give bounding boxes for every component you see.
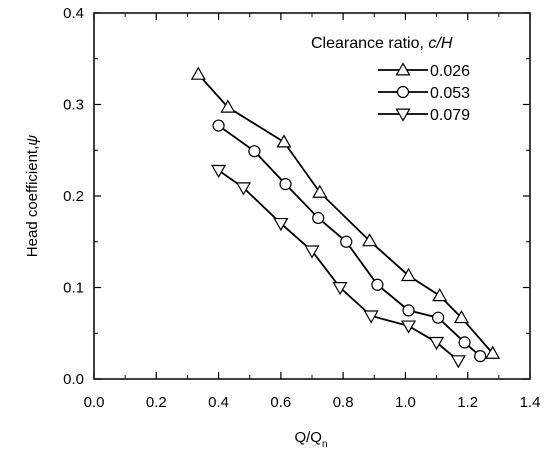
data-point (304, 245, 320, 259)
x-tick-label: 0.2 (146, 394, 167, 411)
data-point (401, 267, 417, 282)
legend-title-text: Clearance ratio, (311, 35, 428, 52)
data-point (363, 310, 379, 324)
x-axis-title: Q/Qn (294, 429, 327, 450)
y-tick-label: 0.0 (63, 371, 84, 388)
data-point (432, 311, 445, 324)
data-point (276, 134, 292, 148)
y-tick-label: 0.3 (63, 97, 84, 114)
series-0.053 (212, 119, 487, 363)
x-tick-label: 0.6 (270, 394, 291, 411)
x-axis-title-main: Q/Q (294, 429, 322, 446)
data-point (312, 184, 328, 198)
data-point (362, 233, 378, 247)
series-0.026 (190, 66, 501, 359)
data-point (371, 278, 384, 291)
series-line (218, 124, 481, 357)
y-axis-title-main: Head coefficient, (24, 146, 41, 257)
legend-label: 0.026 (430, 63, 470, 80)
data-point (450, 355, 466, 369)
series-0.079 (211, 164, 466, 369)
legend-item: 0.079 (378, 107, 470, 124)
x-tick-label: 1.2 (457, 394, 478, 411)
data-point (453, 309, 470, 324)
legend: 0.026 0.053 0.079 (378, 62, 470, 124)
legend-marker (395, 62, 411, 76)
data-point (474, 350, 487, 363)
series-layer (190, 66, 501, 369)
data-point (485, 345, 501, 359)
legend-marker (396, 85, 410, 99)
legend-title: Clearance ratio, c/H (311, 35, 453, 52)
x-tick-label: 1.4 (520, 394, 541, 411)
legend-item: 0.053 (378, 85, 470, 102)
data-point (402, 304, 415, 317)
legend-label: 0.053 (430, 85, 470, 102)
series-line (218, 169, 459, 362)
x-tick-label: 0.8 (333, 394, 354, 411)
x-tick-label: 0.4 (208, 394, 229, 411)
data-point (190, 66, 206, 80)
data-point (248, 145, 261, 158)
data-point (401, 320, 417, 334)
data-point (429, 336, 445, 351)
data-point (235, 182, 252, 196)
data-point (432, 288, 448, 302)
data-point (220, 99, 236, 113)
y-axis-title-symbol: ψ (24, 135, 41, 146)
data-point (211, 164, 227, 179)
legend-marker (395, 108, 411, 122)
x-tick-label: 1.0 (395, 394, 416, 411)
data-point (312, 211, 325, 225)
data-point (279, 178, 292, 191)
y-tick-label: 0.1 (63, 280, 84, 297)
data-point (340, 235, 353, 248)
data-point (273, 217, 289, 232)
data-point (332, 282, 348, 296)
y-axis-title: Head coefficient,ψ (24, 135, 41, 257)
x-tick-label: 0.0 (84, 394, 105, 411)
legend-item: 0.026 (378, 62, 470, 80)
data-point (212, 119, 225, 132)
y-tick-label: 0.4 (63, 5, 84, 22)
y-tick-label: 0.2 (63, 188, 84, 205)
legend-label: 0.079 (430, 107, 470, 124)
x-axis-title-subscript: n (322, 439, 328, 450)
axis-ticks (93, 12, 531, 380)
legend-title-italic: c/H (428, 35, 452, 52)
data-point (458, 336, 471, 349)
axis-tick-labels: 0.0 0.2 0.4 0.6 0.8 1.0 1.2 1.4 0.0 0.1 0.2 0.3 0.4 (63, 5, 540, 411)
